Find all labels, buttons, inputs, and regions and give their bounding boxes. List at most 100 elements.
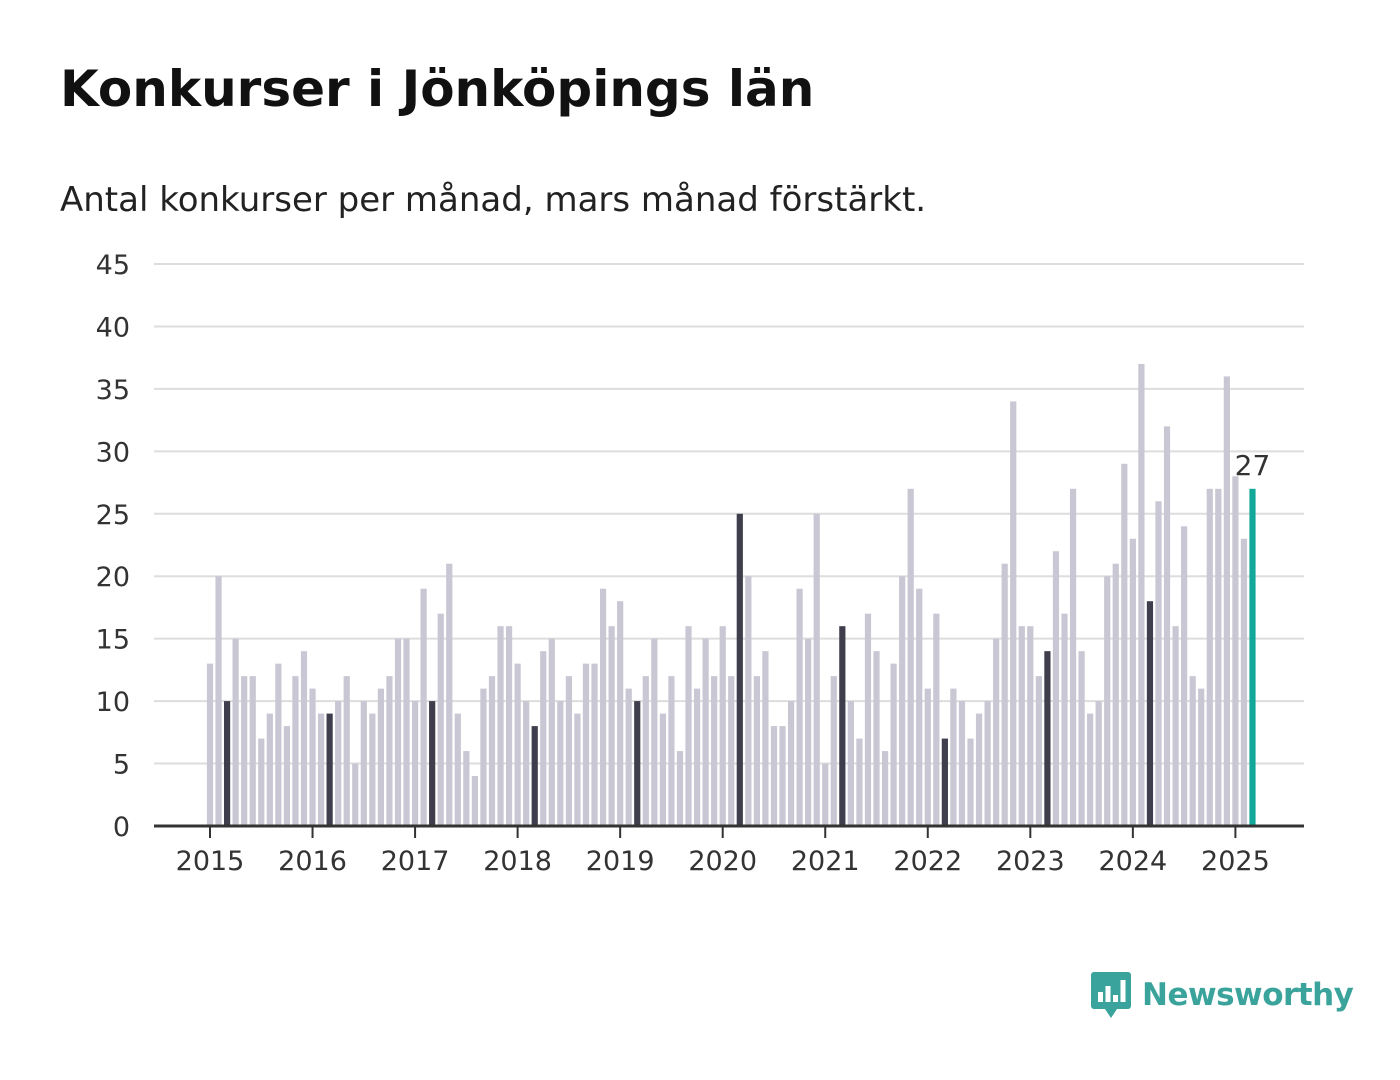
x-tick-label: 2022 [893, 846, 962, 877]
y-tick-label: 0 [113, 812, 130, 843]
bar [873, 651, 880, 826]
x-tick-label: 2019 [586, 846, 655, 877]
bar [839, 626, 846, 826]
y-tick-label: 10 [96, 687, 130, 718]
bar [1044, 651, 1051, 826]
value-labels: 27 [1235, 449, 1271, 482]
bar [642, 676, 649, 826]
bar [1240, 538, 1248, 826]
bar [1223, 376, 1230, 826]
bar [1010, 401, 1017, 826]
bar [352, 763, 359, 826]
x-axis: 2015 2016 2017 2018 2019 2020 2021 2022 2023 2024… [154, 824, 1304, 877]
bar [659, 713, 666, 826]
x-tick-label: 2020 [688, 846, 757, 877]
bar [753, 676, 760, 826]
bar [488, 676, 496, 826]
bar [480, 688, 487, 826]
bar [266, 713, 273, 826]
y-tick-label: 20 [96, 562, 130, 593]
bar [907, 488, 914, 826]
bar [565, 676, 572, 826]
bar [514, 663, 521, 826]
bar [241, 676, 248, 826]
bar [523, 701, 530, 826]
y-tick-label: 30 [96, 437, 130, 468]
bar [693, 688, 701, 826]
bar [941, 738, 948, 826]
bar [685, 626, 692, 826]
bar [1018, 626, 1025, 826]
bar [779, 726, 786, 826]
bar [702, 638, 709, 826]
bar [335, 701, 342, 826]
bar [317, 713, 325, 826]
bar [916, 588, 923, 826]
bar [463, 751, 470, 826]
x-tick-label: 2021 [791, 846, 860, 877]
bar [206, 663, 214, 826]
y-tick-label: 15 [96, 625, 130, 656]
bar [591, 663, 598, 826]
bar [1181, 526, 1188, 826]
bar [1198, 688, 1205, 826]
bar [429, 701, 436, 826]
y-tick-label: 25 [96, 500, 130, 531]
bar [668, 676, 675, 826]
bar [1112, 563, 1119, 826]
y-tick-label: 45 [96, 250, 130, 281]
x-tick-label: 2024 [1099, 846, 1168, 877]
bar [847, 701, 854, 826]
bar [1104, 576, 1111, 826]
bar [1129, 538, 1136, 826]
bar [360, 701, 367, 826]
bar [377, 688, 384, 826]
bar [993, 638, 1000, 826]
grid-lines [154, 263, 1304, 765]
bar [1172, 626, 1179, 826]
x-tick-label: 2017 [381, 846, 450, 877]
bar [1095, 701, 1102, 826]
y-tick-label: 35 [96, 375, 130, 406]
x-tick-label: 2015 [176, 846, 245, 877]
bar [1087, 713, 1094, 826]
x-tick-label: 2025 [1201, 846, 1270, 877]
bar [1052, 551, 1060, 826]
bar [1189, 676, 1196, 826]
bar [933, 613, 940, 826]
bar [275, 663, 282, 826]
bar [745, 576, 752, 826]
x-tick-label: 2018 [483, 846, 552, 877]
bar [249, 676, 256, 826]
bar [258, 738, 265, 826]
bar [1078, 651, 1085, 826]
bar [557, 701, 564, 826]
bar [1215, 488, 1222, 826]
bar [582, 663, 590, 826]
bar [822, 763, 829, 826]
bar [676, 751, 684, 826]
bar [369, 713, 376, 826]
bar [830, 676, 837, 826]
x-tick-label: 2023 [996, 846, 1065, 877]
bar [599, 588, 607, 826]
bar [343, 676, 350, 826]
bar [300, 651, 308, 826]
bar [309, 688, 316, 826]
bar [770, 726, 778, 826]
bar [531, 726, 538, 826]
y-tick-label: 5 [113, 750, 130, 781]
newsworthy-logo-text: Newsworthy [1142, 977, 1354, 1013]
bar [411, 701, 419, 826]
bar [1146, 601, 1154, 826]
bar [403, 638, 410, 826]
bar [437, 613, 444, 826]
bar [548, 638, 555, 826]
bar [283, 726, 290, 826]
bar [805, 638, 812, 826]
bar [924, 688, 931, 826]
bar [326, 713, 333, 826]
bar [232, 638, 239, 826]
bar [625, 688, 632, 826]
